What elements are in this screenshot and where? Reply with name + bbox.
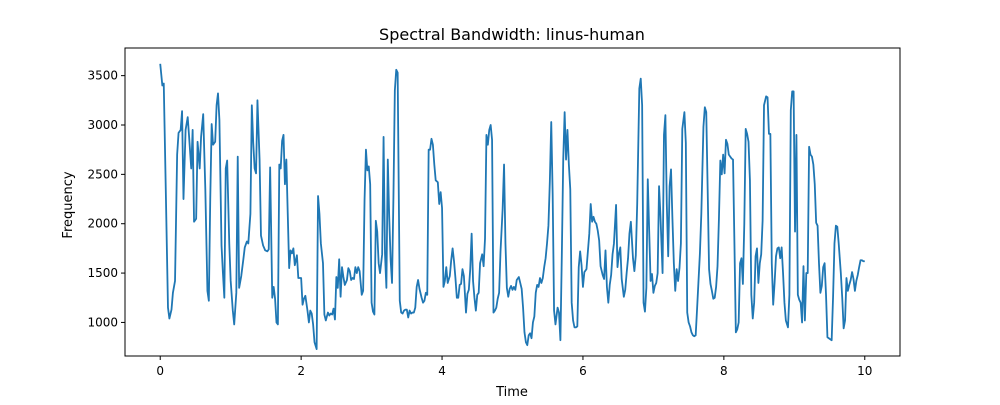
y-axis-label: Frequency <box>61 171 76 238</box>
axes-frame <box>124 47 901 357</box>
y-tick-label: 1500 <box>87 266 118 280</box>
y-tick-label: 2500 <box>87 167 118 181</box>
y-tick-label: 3000 <box>87 118 118 132</box>
x-tick-label: 2 <box>297 364 305 378</box>
x-axis-label: Time <box>495 385 528 400</box>
x-tick-label: 4 <box>438 364 446 378</box>
y-tick-label: 1000 <box>87 315 118 329</box>
y-tick-label: 2000 <box>87 217 118 231</box>
x-tick-label: 10 <box>857 364 872 378</box>
y-tick-label: 3500 <box>87 69 118 83</box>
x-tick-label: 6 <box>579 364 587 378</box>
chart-title: Spectral Bandwidth: linus-human <box>379 25 645 44</box>
x-tick-label: 8 <box>720 364 728 378</box>
series-line-0 <box>159 63 865 350</box>
x-tick-label: 0 <box>156 364 164 378</box>
